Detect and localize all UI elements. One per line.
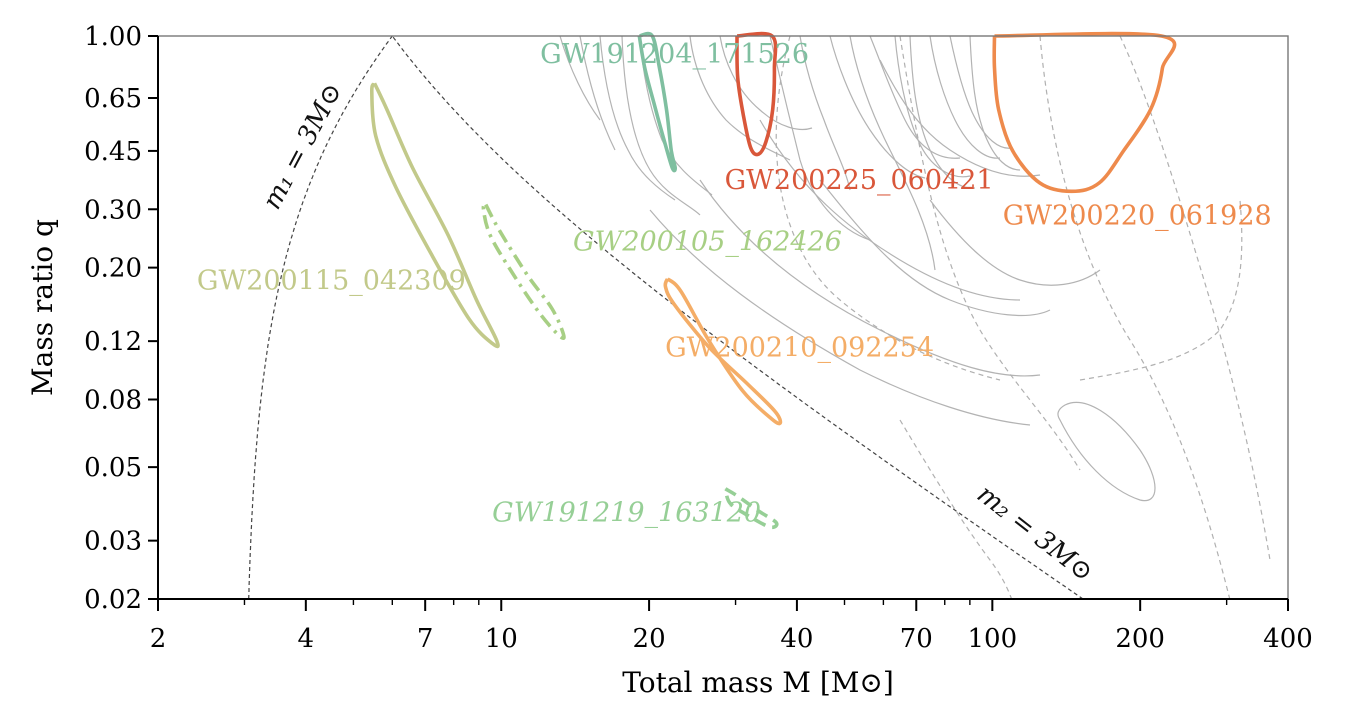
contour-GW200225_060421 xyxy=(735,31,778,157)
background-dashed-curves xyxy=(775,35,1271,601)
x-tick-label: 70 xyxy=(900,624,933,654)
x-tick-label: 40 xyxy=(780,624,813,654)
event-label-GW200225_060421: GW200225_060421 xyxy=(725,165,994,196)
m2-reference-curve xyxy=(391,35,1084,600)
y-tick-label: 0.03 xyxy=(84,527,142,557)
y-tick-label: 0.65 xyxy=(84,84,142,114)
contour-GW191219_163120 xyxy=(723,487,779,530)
x-tick-label: 100 xyxy=(968,624,1018,654)
y-tick-label: 0.20 xyxy=(84,254,142,284)
y-tick-label: 1.00 xyxy=(84,22,142,52)
contour-GW200105_162426 xyxy=(481,203,566,340)
x-tick-label: 2 xyxy=(150,624,167,654)
y-tick-label: 0.45 xyxy=(84,137,142,167)
m1-reference-label: m₁ = 3M⊙ xyxy=(257,78,348,214)
event-label-GW191204_171526: GW191204_171526 xyxy=(540,39,809,70)
x-tick-label: 7 xyxy=(417,624,434,654)
event-label-GW200210_092254: GW200210_092254 xyxy=(665,332,934,363)
y-axis-label: Mass ratio q xyxy=(26,219,59,396)
ticks: 2 4 7 10 20 40 70 100 200 400 0.02 0.03 0.05 0.08 0.12… xyxy=(84,22,1313,654)
contour-GW191204_171526 xyxy=(637,31,677,173)
reference-curves xyxy=(248,35,1084,600)
event-contours xyxy=(369,31,1177,530)
y-tick-label: 0.30 xyxy=(84,195,142,225)
event-label-GW200220_061928: GW200220_061928 xyxy=(1003,200,1272,231)
x-tick-label: 200 xyxy=(1115,624,1165,654)
y-tick-label: 0.05 xyxy=(84,453,142,483)
m2-reference-label: m₂ = 3M⊙ xyxy=(971,479,1098,588)
x-tick-label: 10 xyxy=(485,624,518,654)
contour-GW200220_061928 xyxy=(992,31,1177,194)
event-label-GW200115_042309: GW200115_042309 xyxy=(197,265,466,296)
contour-GW200210_092254 xyxy=(663,277,783,426)
x-tick-label: 400 xyxy=(1263,624,1313,654)
event-label-GW191219_163120: GW191219_163120 xyxy=(492,497,761,528)
x-axis-label: Total mass M [M⊙] xyxy=(622,666,894,699)
background-population-contours xyxy=(559,35,1156,502)
contour-GW200115_042309 xyxy=(369,82,500,349)
y-tick-label: 0.08 xyxy=(84,385,142,415)
y-tick-label: 0.12 xyxy=(84,327,142,357)
m1-reference-curve xyxy=(248,35,393,600)
event-label-GW200105_162426: GW200105_162426 xyxy=(573,227,842,258)
axes xyxy=(157,35,1289,600)
x-tick-label: 20 xyxy=(633,624,666,654)
y-tick-label: 0.02 xyxy=(84,585,142,615)
x-tick-label: 4 xyxy=(298,624,315,654)
